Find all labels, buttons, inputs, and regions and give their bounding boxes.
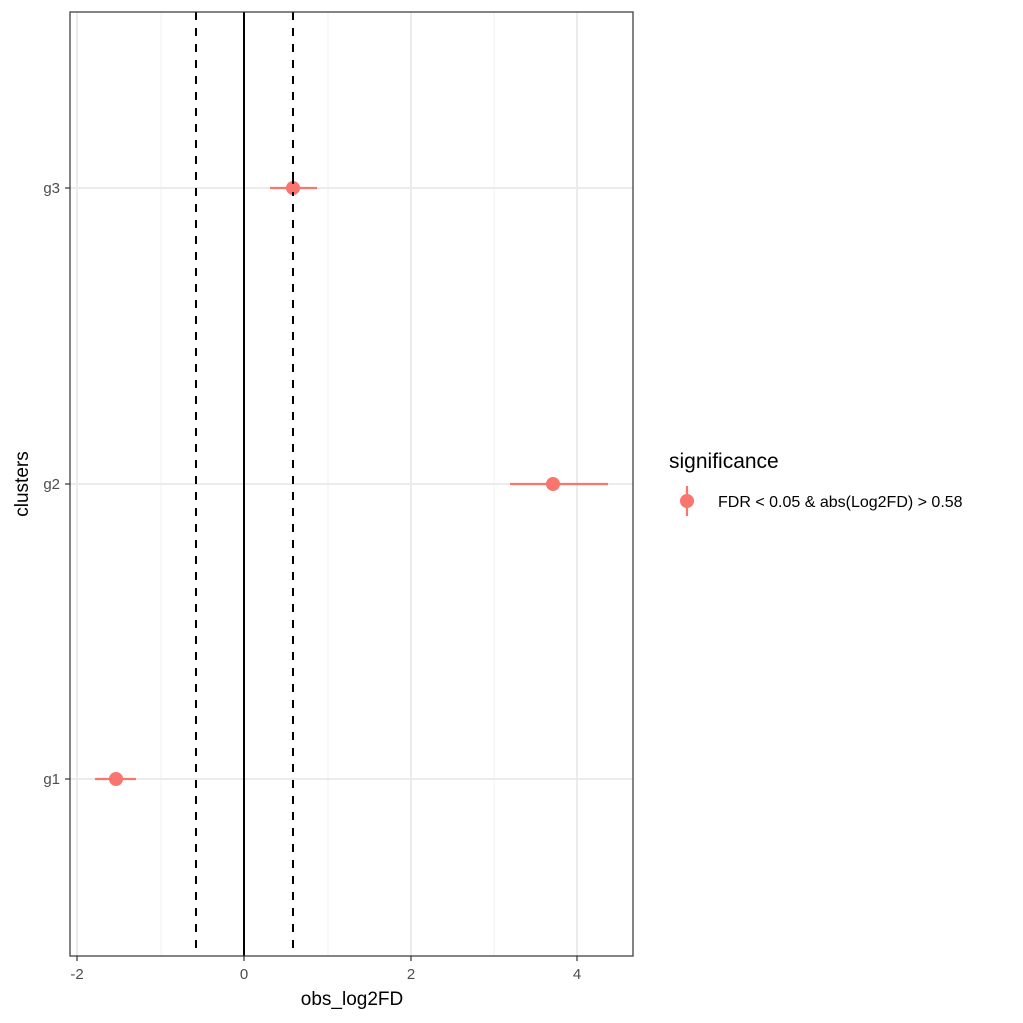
y-tick-label: g3 <box>43 180 60 197</box>
x-axis-title: obs_log2FD <box>301 989 403 1010</box>
x-tick-label: 2 <box>407 966 415 983</box>
point-g2[interactable] <box>510 477 608 491</box>
legend-key-icon <box>680 486 694 516</box>
point-g3[interactable] <box>270 181 317 195</box>
y-ticks <box>65 187 70 780</box>
x-ticks <box>76 956 578 961</box>
major-grid <box>70 12 633 956</box>
legend: significance FDR < 0.05 & abs(Log2FD) > … <box>669 450 963 516</box>
legend-title: significance <box>669 450 779 473</box>
y-tick-label: g1 <box>43 771 60 788</box>
y-axis-title: clusters <box>12 451 33 516</box>
legend-label: FDR < 0.05 & abs(Log2FD) > 0.58 <box>718 494 963 511</box>
x-tick-label: 4 <box>573 966 581 983</box>
x-tick-label: 0 <box>240 966 248 983</box>
point-g1[interactable] <box>95 772 136 786</box>
y-tick-label: g2 <box>43 476 60 493</box>
x-tick-label: -2 <box>70 966 83 983</box>
